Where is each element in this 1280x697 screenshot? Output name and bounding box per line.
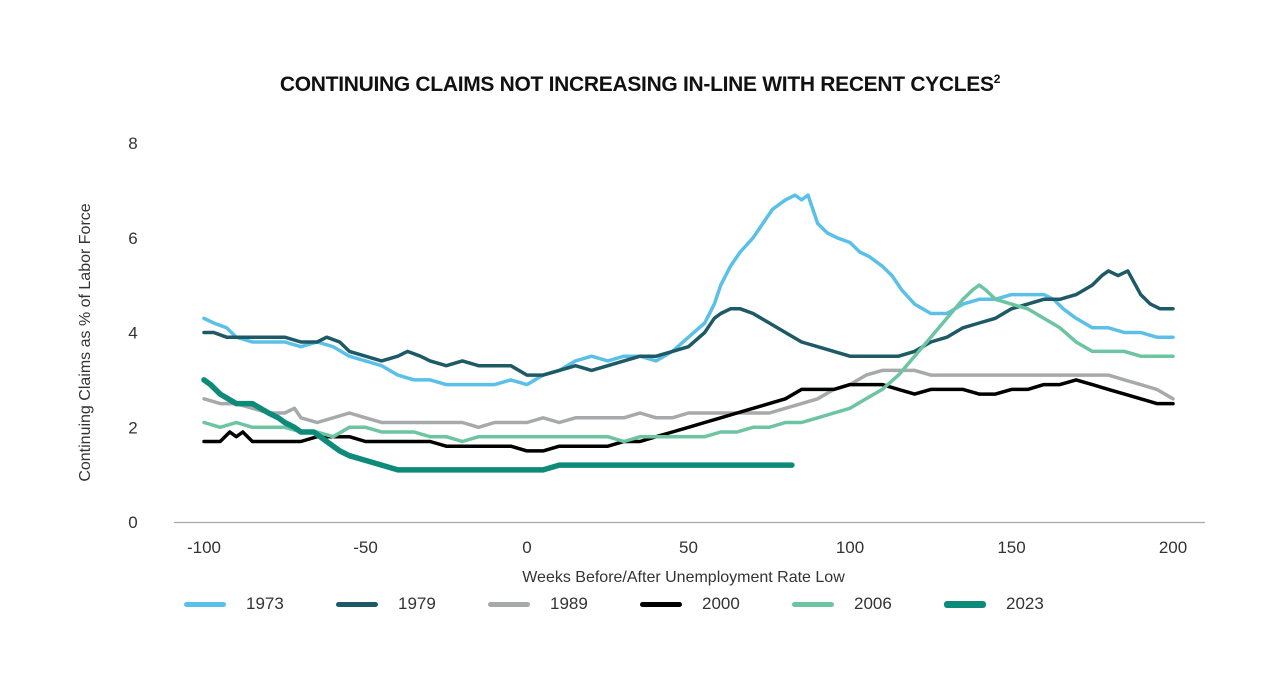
- legend-label: 2006: [854, 594, 892, 613]
- legend-label: 1979: [398, 594, 436, 613]
- series-lines: [201, 193, 1175, 473]
- series-line-2023: [201, 377, 795, 473]
- legend: 1973 1979 1989 2000 2006 2023: [0, 594, 1280, 614]
- x-tick-label: 150: [997, 538, 1025, 557]
- legend-item-2000: 2000: [640, 594, 792, 614]
- y-tick-label: 4: [128, 324, 137, 343]
- legend-label: 1989: [550, 594, 588, 613]
- legend-swatch: [184, 601, 226, 607]
- y-tick-label: 0: [128, 513, 137, 532]
- legend-swatch: [640, 601, 682, 607]
- legend-swatch: [336, 601, 378, 607]
- x-axis-ticks: -100 -50 0 50 100 150 200: [187, 538, 1187, 557]
- y-tick-label: 8: [128, 134, 137, 153]
- legend-label: 2000: [702, 594, 740, 613]
- legend-label: 2023: [1006, 594, 1044, 613]
- legend-swatch: [488, 601, 530, 607]
- legend-item-2023: 2023: [944, 594, 1096, 614]
- series-line-1973: [202, 193, 1175, 387]
- series-line-1989: [202, 368, 1175, 430]
- x-tick-label: 100: [836, 538, 864, 557]
- x-tick-label: 50: [679, 538, 698, 557]
- series-line-1979: [202, 269, 1175, 377]
- series-line-2006: [202, 283, 1175, 444]
- legend-swatch: [944, 600, 986, 608]
- legend-label: 1973: [246, 594, 284, 613]
- series-line-2000: [202, 378, 1175, 453]
- legend-item-1989: 1989: [488, 594, 640, 614]
- legend-item-1979: 1979: [336, 594, 488, 614]
- x-tick-label: 200: [1159, 538, 1187, 557]
- y-tick-label: 6: [128, 229, 137, 248]
- x-tick-label: -50: [353, 538, 378, 557]
- x-tick-label: 0: [522, 538, 531, 557]
- legend-item-1973: 1973: [184, 594, 336, 614]
- y-axis-label: Continuing Claims as % of Labor Force: [77, 203, 94, 481]
- legend-item-2006: 2006: [792, 594, 944, 614]
- x-tick-label: -100: [187, 538, 221, 557]
- x-axis-label: Weeks Before/After Unemployment Rate Low: [522, 569, 845, 586]
- chart-title-footnote: 2: [993, 72, 1001, 86]
- y-tick-label: 2: [128, 418, 137, 437]
- legend-swatch: [792, 601, 834, 607]
- chart-title-text: CONTINUING CLAIMS NOT INCREASING IN-LINE…: [279, 73, 994, 96]
- y-axis-ticks: 0 2 4 6 8: [128, 134, 137, 532]
- chart-title: CONTINUING CLAIMS NOT INCREASING IN-LINE…: [0, 72, 1280, 97]
